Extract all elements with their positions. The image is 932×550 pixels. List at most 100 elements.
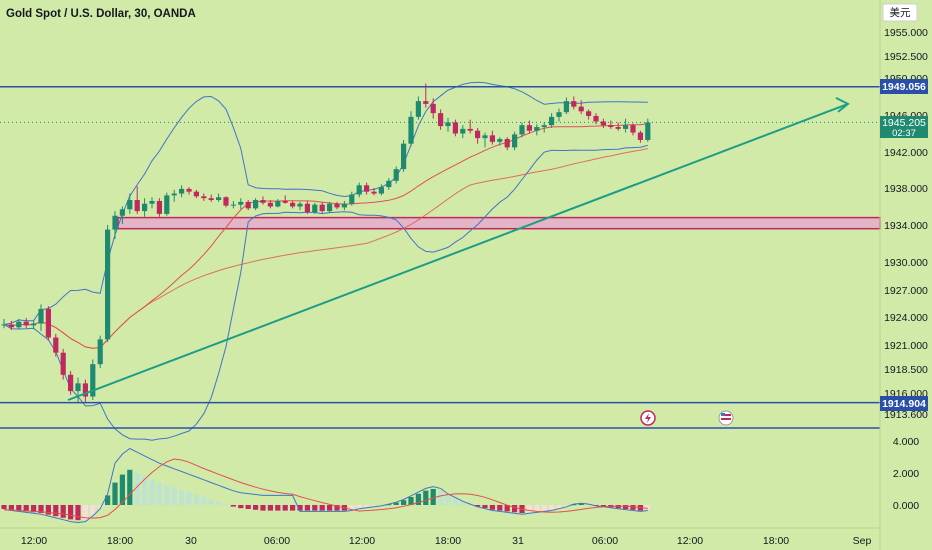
candle[interactable] bbox=[105, 225, 111, 343]
candle[interactable] bbox=[401, 139, 407, 172]
candle[interactable] bbox=[482, 132, 488, 148]
candle[interactable] bbox=[179, 185, 185, 198]
candle[interactable] bbox=[230, 200, 236, 209]
candle[interactable] bbox=[608, 120, 614, 129]
candle[interactable] bbox=[267, 200, 273, 209]
candle[interactable] bbox=[97, 335, 103, 369]
candle[interactable] bbox=[260, 196, 266, 205]
macd-histogram-bar bbox=[171, 487, 177, 505]
candle[interactable] bbox=[393, 166, 399, 184]
candle[interactable] bbox=[312, 202, 318, 214]
candle[interactable] bbox=[127, 193, 133, 214]
candle[interactable] bbox=[186, 187, 192, 195]
candle[interactable] bbox=[38, 304, 44, 331]
currency-button-box[interactable] bbox=[882, 3, 918, 22]
candle[interactable] bbox=[364, 182, 370, 195]
candle[interactable] bbox=[164, 192, 170, 216]
candle[interactable] bbox=[356, 182, 362, 198]
candle[interactable] bbox=[238, 198, 244, 210]
candle[interactable] bbox=[408, 111, 414, 147]
candle[interactable] bbox=[549, 113, 555, 128]
candle[interactable] bbox=[253, 198, 259, 211]
candle[interactable] bbox=[245, 200, 251, 211]
candle[interactable] bbox=[600, 118, 606, 128]
candle[interactable] bbox=[534, 124, 540, 136]
candle[interactable] bbox=[586, 109, 592, 120]
macd-histogram-bar bbox=[216, 501, 222, 505]
candle[interactable] bbox=[645, 118, 651, 142]
trendline-line[interactable] bbox=[67, 102, 849, 401]
time-tick-label: 18:00 bbox=[763, 535, 789, 547]
candle[interactable] bbox=[134, 186, 140, 214]
currency-button[interactable]: 美元 bbox=[882, 3, 918, 22]
candle[interactable] bbox=[630, 123, 636, 136]
candle[interactable] bbox=[445, 117, 451, 132]
candle[interactable] bbox=[460, 125, 466, 139]
candle[interactable] bbox=[497, 137, 503, 146]
candle[interactable] bbox=[512, 131, 518, 151]
candle[interactable] bbox=[68, 370, 74, 395]
candle[interactable] bbox=[119, 206, 125, 225]
candle[interactable] bbox=[556, 108, 562, 122]
candle[interactable] bbox=[142, 198, 148, 217]
candle[interactable] bbox=[349, 191, 355, 206]
candle[interactable] bbox=[75, 377, 81, 403]
candle[interactable] bbox=[208, 194, 214, 202]
candle[interactable] bbox=[571, 96, 577, 110]
candle[interactable] bbox=[8, 320, 14, 331]
candle[interactable] bbox=[415, 96, 421, 120]
candle[interactable] bbox=[334, 201, 340, 210]
candle[interactable] bbox=[615, 122, 621, 131]
candle[interactable] bbox=[489, 130, 495, 145]
candle[interactable] bbox=[60, 348, 66, 380]
us-flag-event-icon[interactable] bbox=[718, 410, 734, 426]
candle[interactable] bbox=[637, 130, 643, 143]
candle[interactable] bbox=[149, 197, 155, 209]
candle[interactable] bbox=[45, 306, 51, 341]
economic-event-icon[interactable] bbox=[640, 410, 656, 426]
candle[interactable] bbox=[275, 199, 281, 208]
candle[interactable] bbox=[467, 119, 473, 134]
candle[interactable] bbox=[319, 201, 325, 213]
trendline[interactable] bbox=[67, 97, 850, 401]
candle[interactable] bbox=[82, 379, 88, 402]
candle[interactable] bbox=[378, 184, 384, 196]
candle[interactable] bbox=[452, 119, 458, 137]
candle[interactable] bbox=[1, 318, 7, 329]
candle[interactable] bbox=[563, 97, 569, 115]
candle[interactable] bbox=[504, 137, 510, 151]
candle[interactable] bbox=[327, 201, 333, 213]
candle[interactable] bbox=[53, 333, 59, 357]
candle[interactable] bbox=[475, 127, 481, 144]
candle[interactable] bbox=[386, 178, 392, 190]
candle[interactable] bbox=[541, 122, 547, 133]
candle[interactable] bbox=[201, 193, 207, 201]
candle[interactable] bbox=[430, 98, 436, 119]
candle[interactable] bbox=[23, 317, 29, 329]
candle[interactable] bbox=[193, 189, 199, 199]
candle[interactable] bbox=[623, 118, 629, 133]
candle[interactable] bbox=[341, 200, 347, 211]
candlesticks[interactable] bbox=[1, 83, 651, 403]
candle[interactable] bbox=[423, 83, 429, 108]
macd-axis[interactable]: 4.000 2.000 0.000 bbox=[893, 436, 919, 512]
candle[interactable] bbox=[282, 195, 288, 204]
candle[interactable] bbox=[216, 193, 222, 202]
horizontal-levels[interactable] bbox=[0, 85, 880, 404]
candle[interactable] bbox=[112, 211, 118, 239]
time-axis[interactable]: 12:00 18:00 30 06:00 12:00 18:00 31 06:00 12:00 1… bbox=[21, 535, 872, 547]
candle[interactable] bbox=[90, 359, 96, 400]
candle[interactable] bbox=[31, 320, 37, 330]
candle[interactable] bbox=[156, 198, 162, 217]
candle[interactable] bbox=[438, 109, 444, 130]
candle[interactable] bbox=[223, 196, 229, 208]
candle[interactable] bbox=[578, 100, 584, 115]
candle[interactable] bbox=[16, 318, 22, 330]
candle[interactable] bbox=[371, 188, 377, 196]
candle[interactable] bbox=[519, 122, 525, 138]
candle[interactable] bbox=[171, 189, 177, 202]
candle[interactable] bbox=[304, 200, 310, 214]
candle[interactable] bbox=[290, 200, 296, 209]
candle[interactable] bbox=[297, 201, 303, 211]
candle[interactable] bbox=[526, 120, 532, 134]
